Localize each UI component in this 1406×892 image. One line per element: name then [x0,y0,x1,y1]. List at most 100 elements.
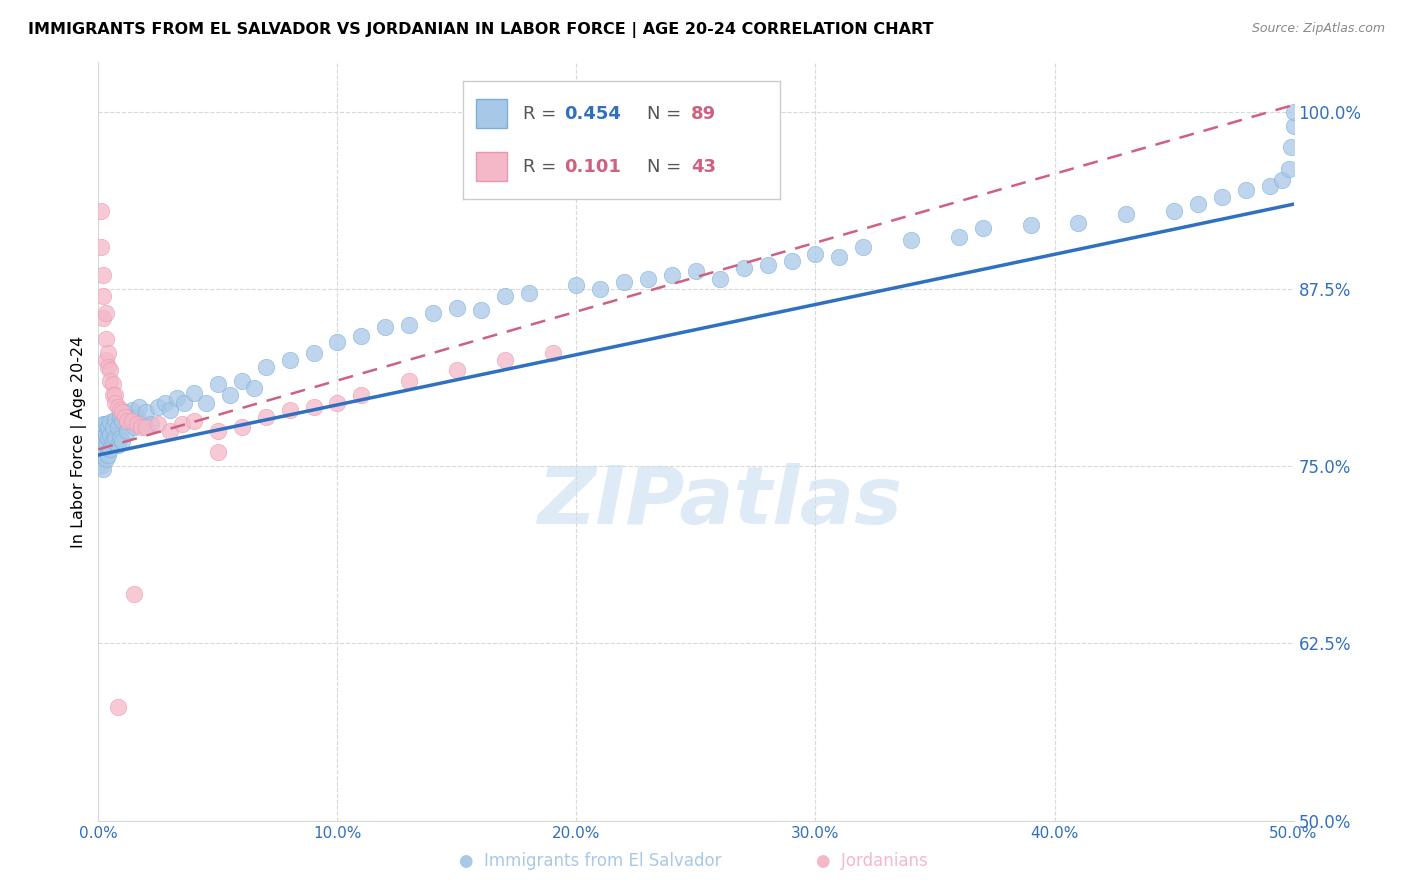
Point [589,282,612,296]
Point [155,395,177,409]
Point [326,395,349,409]
Point [948,229,970,244]
Point [494,289,516,303]
Point [101,388,124,402]
Point [1279,140,1302,154]
Point [219,388,242,402]
Point [207,445,229,459]
Point [121,402,143,417]
Point [94,353,117,368]
Point [231,419,253,434]
Point [1211,190,1233,204]
Point [398,374,420,388]
Point [326,334,349,349]
Point [446,301,468,315]
Point [111,405,134,419]
Point [374,320,396,334]
Point [104,412,127,426]
Point [104,388,127,402]
Point [148,400,170,414]
Point [541,346,564,360]
Point [97,431,120,445]
Point [101,419,124,434]
Text: ●  Jordanians: ● Jordanians [815,852,928,870]
Point [613,275,636,289]
Point [111,414,134,428]
Point [422,306,444,320]
Point [1019,219,1042,233]
Point [135,419,157,434]
Point [94,332,117,346]
Point [254,409,277,424]
Point [278,402,301,417]
Point [108,431,131,445]
Point [90,204,112,219]
Point [1115,207,1137,221]
Point [972,221,994,235]
Point [118,409,141,424]
Point [107,419,129,434]
Point [685,264,707,278]
Point [166,392,188,406]
Point [115,424,138,438]
Point [94,306,117,320]
Point [172,417,194,431]
Point [302,400,325,414]
Point [90,459,112,474]
Point [159,402,181,417]
Point [91,268,114,282]
Point [108,409,131,424]
Point [804,246,827,260]
Point [94,428,117,442]
Point [709,272,731,286]
Point [900,233,922,247]
Point [101,434,124,448]
Point [128,400,150,414]
Point [733,260,755,275]
Point [131,419,153,434]
Point [278,353,301,368]
Point [637,272,659,286]
Point [1258,178,1281,193]
Point [780,253,803,268]
Point [231,374,253,388]
Point [852,240,875,254]
Point [121,414,143,428]
Point [98,428,122,442]
Point [91,310,114,325]
Point [91,424,114,438]
Point [108,402,131,417]
Point [1234,183,1257,197]
Point [97,346,120,360]
Point [91,442,114,457]
Point [90,240,112,254]
Point [91,417,114,431]
Point [195,395,218,409]
Point [517,286,540,301]
Point [125,409,148,424]
Point [97,448,120,462]
Point [565,277,588,292]
Point [398,318,420,332]
Text: IMMIGRANTS FROM EL SALVADOR VS JORDANIAN IN LABOR FORCE | AGE 20-24 CORRELATION : IMMIGRANTS FROM EL SALVADOR VS JORDANIAN… [28,22,934,38]
Text: ●  Immigrants from El Salvador: ● Immigrants from El Salvador [460,852,721,870]
Point [91,289,114,303]
Point [111,434,134,448]
Point [302,346,325,360]
Point [1278,161,1301,176]
Point [828,250,851,264]
Point [1187,197,1209,211]
Point [114,405,136,419]
Point [159,424,181,438]
Point [148,417,170,431]
Point [1271,173,1294,187]
Point [1163,204,1185,219]
Point [124,587,146,601]
Point [107,700,129,714]
Point [98,363,122,377]
Point [494,353,516,368]
Point [90,445,112,459]
Y-axis label: In Labor Force | Age 20-24: In Labor Force | Age 20-24 [72,335,87,548]
Point [104,395,127,409]
Point [135,405,157,419]
